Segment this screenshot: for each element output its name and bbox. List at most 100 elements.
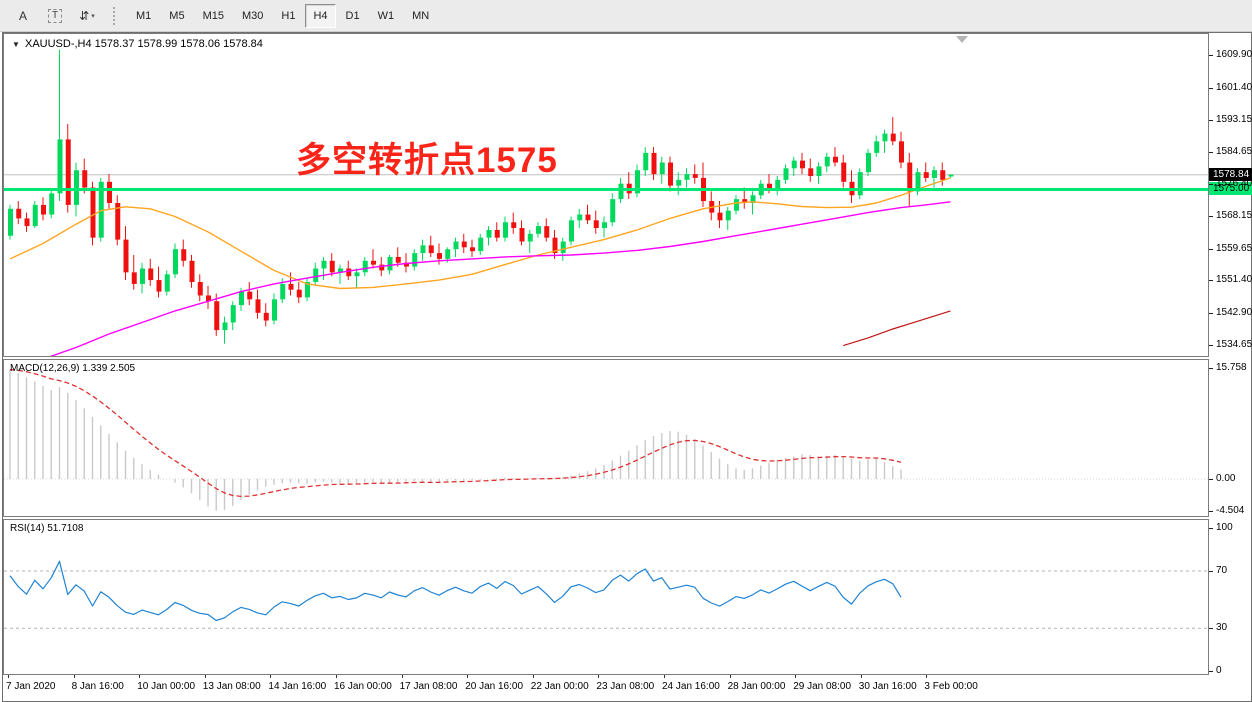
cursor-tool-button[interactable]: A bbox=[18, 8, 27, 23]
time-axis-label: 20 Jan 16:00 bbox=[465, 681, 524, 692]
time-axis-label: 30 Jan 16:00 bbox=[858, 681, 917, 692]
price-axis[interactable]: 1578.84 1575.00 1609.90 1601.40 1593.15 158… bbox=[1209, 33, 1252, 701]
macd-tick-label: -4.504 bbox=[1216, 504, 1245, 516]
axis-tick-mark bbox=[1209, 248, 1213, 250]
axis-tick-mark bbox=[1209, 367, 1213, 369]
axis-tick-mark bbox=[1209, 671, 1213, 673]
axis-tick-mark bbox=[1209, 215, 1213, 217]
time-tick-mark bbox=[8, 675, 9, 678]
time-tick-mark bbox=[926, 675, 928, 678]
time-axis-label: 24 Jan 16:00 bbox=[662, 681, 720, 692]
toolbar: A T ⇵ ▾ M1 M5 M15 M30 H1 H4 D1 W1 MN bbox=[0, 0, 1252, 32]
axis-tick-mark bbox=[1209, 280, 1213, 282]
time-tick-mark bbox=[729, 675, 731, 678]
time-tick-mark bbox=[139, 675, 141, 678]
time-tick-mark bbox=[860, 675, 862, 678]
rsi-tick-label: 70 bbox=[1216, 564, 1228, 576]
time-axis-label: 13 Jan 08:00 bbox=[202, 681, 261, 692]
time-tick-mark bbox=[532, 675, 534, 678]
timeframe-button-d1[interactable]: D1 bbox=[345, 9, 360, 22]
time-axis-label: 3 Feb 00:00 bbox=[924, 681, 978, 692]
rsi-tick-label: 100 bbox=[1216, 522, 1233, 533]
time-axis-label: 17 Jan 08:00 bbox=[399, 681, 458, 692]
price-tick-label: 1534.65 bbox=[1216, 338, 1252, 350]
axis-tick-mark bbox=[1209, 119, 1213, 121]
time-axis-label: 29 Jan 08:00 bbox=[793, 681, 852, 692]
time-tick-mark bbox=[664, 675, 665, 678]
macd-tick-label: 0.00 bbox=[1216, 473, 1236, 484]
price-tick-label: 1551.40 bbox=[1216, 274, 1252, 286]
rsi-label: RSI(14) 51.7108 bbox=[10, 523, 84, 534]
time-axis-label: 23 Jan 08:00 bbox=[596, 681, 655, 692]
text-tool-button[interactable]: T bbox=[40, 4, 70, 28]
price-tick-label: 1601.40 bbox=[1216, 81, 1252, 93]
axis-tick-mark bbox=[1209, 313, 1213, 315]
timeframe-button-m1[interactable]: M1 bbox=[136, 9, 152, 22]
rsi-value: 51.7108 bbox=[47, 523, 84, 534]
rsi-tick-label: 30 bbox=[1216, 622, 1228, 634]
axis-tick-mark bbox=[1209, 152, 1213, 154]
rsi-pane[interactable]: RSI(14) 51.7108 bbox=[3, 519, 1209, 675]
current-price-label: 1578.84 bbox=[1209, 167, 1252, 181]
time-axis-label: 16 Jan 00:00 bbox=[334, 681, 392, 692]
axis-tick-mark bbox=[1209, 528, 1213, 529]
timeframe-group: M1 M5 M15 M30 H1 H4 D1 W1 MN bbox=[127, 3, 438, 28]
timeframe-button-h4[interactable]: H4 bbox=[305, 3, 336, 28]
macd-pane[interactable]: MACD(12,26,9) 1.339 2.505 bbox=[3, 359, 1209, 517]
price-tick-label: 1576.40 bbox=[1216, 178, 1252, 190]
time-tick-mark bbox=[401, 675, 403, 678]
arrows-tool-button[interactable]: ⇵ ▾ bbox=[72, 4, 102, 28]
price-pane[interactable]: ▼ XAUUSD-,H4 1578.37 1578.99 1578.06 157… bbox=[3, 33, 1209, 357]
time-axis-label: 10 Jan 00:00 bbox=[137, 681, 196, 692]
timeframe-button-h1[interactable]: H1 bbox=[281, 9, 296, 22]
rsi-canvas[interactable] bbox=[4, 520, 1208, 674]
time-tick-mark bbox=[204, 675, 206, 678]
time-axis-label: 7 Jan 2020 bbox=[6, 681, 56, 692]
axis-tick-mark bbox=[1209, 55, 1213, 56]
price-tick-label: 1559.65 bbox=[1216, 242, 1252, 254]
chart-window: ▼ XAUUSD-,H4 1578.37 1578.99 1578.06 157… bbox=[2, 32, 1252, 702]
axis-tick-mark bbox=[1209, 510, 1213, 512]
autoscroll-marker-icon bbox=[956, 36, 968, 43]
axis-tick-mark bbox=[1209, 570, 1213, 572]
text-tool-icon: T bbox=[47, 8, 63, 23]
time-tick-mark bbox=[598, 675, 600, 678]
ohlc-values: 1578.37 1578.99 1578.06 1578.84 bbox=[94, 38, 263, 50]
symbol-dropdown-icon[interactable]: ▼ bbox=[12, 40, 20, 49]
axis-tick-mark bbox=[1209, 479, 1213, 480]
time-axis[interactable]: 7 Jan 2020 8 Jan 16:00 10 Jan 00:00 13 Jan … bbox=[3, 675, 1209, 701]
price-tick-label: 1593.15 bbox=[1216, 113, 1252, 125]
time-axis-label: 14 Jan 16:00 bbox=[268, 681, 327, 692]
timeframe-button-m5[interactable]: M5 bbox=[169, 9, 185, 22]
price-tick-label: 1568.15 bbox=[1216, 209, 1252, 221]
level-price-label: 1575.00 bbox=[1209, 182, 1252, 196]
axis-tick-mark bbox=[1209, 184, 1213, 186]
toolbar-grip bbox=[113, 6, 119, 25]
annotation-text: 多空转折点1575 bbox=[296, 141, 558, 180]
time-axis-label: 8 Jan 16:00 bbox=[71, 681, 124, 692]
timeframe-button-w1[interactable]: W1 bbox=[377, 9, 395, 22]
price-tick-label: 1584.65 bbox=[1216, 146, 1252, 158]
macd-values: 1.339 2.505 bbox=[82, 363, 136, 374]
macd-canvas[interactable] bbox=[4, 360, 1208, 516]
time-axis-label: 22 Jan 00:00 bbox=[530, 681, 589, 692]
axis-tick-mark bbox=[1209, 344, 1213, 346]
time-tick-mark bbox=[336, 675, 337, 678]
price-tick-label: 1542.90 bbox=[1216, 307, 1252, 319]
time-axis-label: 28 Jan 00:00 bbox=[727, 681, 786, 692]
price-chart-canvas[interactable] bbox=[4, 34, 1208, 356]
time-tick-mark bbox=[795, 675, 797, 678]
timeframe-button-m15[interactable]: M15 bbox=[202, 9, 224, 22]
axis-tick-mark bbox=[1209, 87, 1213, 89]
arrows-icon: ⇵ bbox=[79, 8, 90, 23]
time-tick-mark bbox=[467, 675, 469, 678]
time-tick-mark bbox=[270, 675, 272, 678]
time-tick-mark bbox=[73, 675, 75, 678]
chart-title: ▼ XAUUSD-,H4 1578.37 1578.99 1578.06 157… bbox=[12, 38, 263, 50]
timeframe-button-m30[interactable]: M30 bbox=[241, 9, 264, 22]
macd-tick-label: 15.758 bbox=[1216, 361, 1247, 373]
timeframe-button-mn[interactable]: MN bbox=[412, 9, 430, 22]
rsi-tick-label: 0 bbox=[1216, 665, 1222, 677]
price-tick-label: 1609.90 bbox=[1216, 49, 1252, 60]
symbol-period-label: XAUUSD-,H4 bbox=[24, 38, 92, 50]
